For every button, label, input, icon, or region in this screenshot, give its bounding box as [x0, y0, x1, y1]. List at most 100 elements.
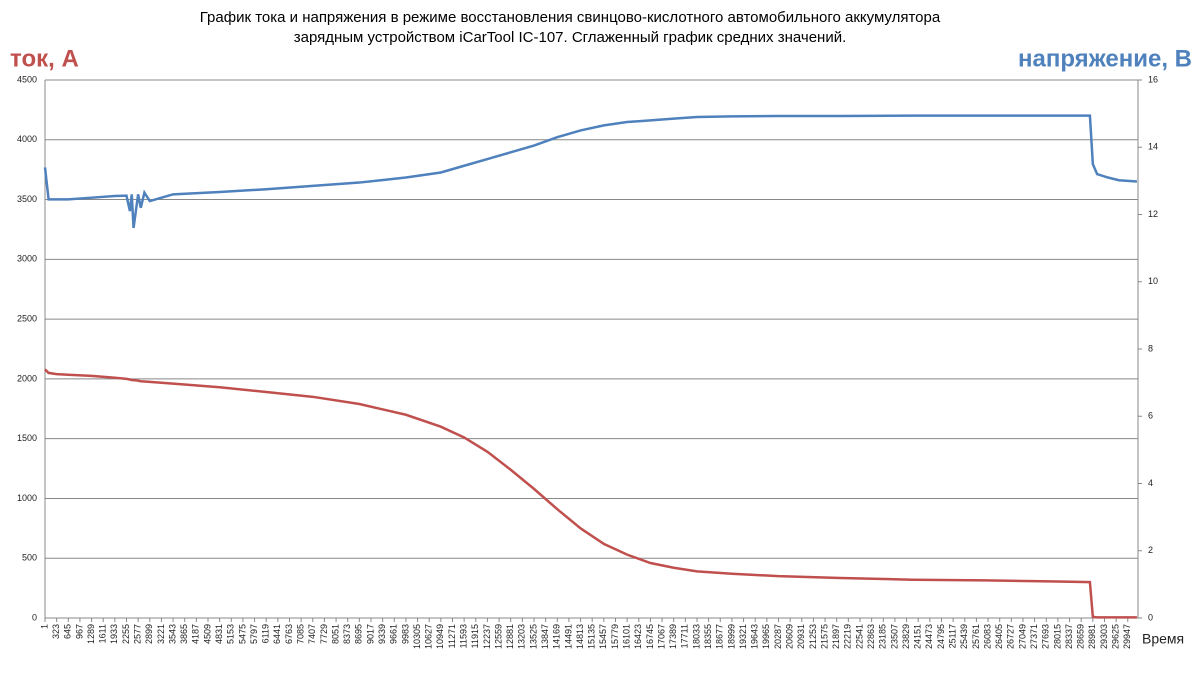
chart-title: зарядным устройством iCarTool IC-107. Сг… [294, 29, 847, 46]
x-tick-label: 26405 [994, 624, 1004, 649]
x-tick-label: 22219 [843, 624, 853, 649]
y2-tick-label: 2 [1148, 545, 1153, 555]
x-tick-label: 25117 [948, 624, 958, 648]
x-tick-label: 967 [74, 624, 84, 639]
x-tick-label: 323 [51, 624, 61, 639]
x-tick-label: 10949 [435, 624, 445, 649]
y-tick-label: 3500 [17, 194, 37, 204]
x-tick-label: 8373 [342, 624, 352, 644]
x-tick-label: 10305 [412, 624, 422, 649]
x-tick-label: 8051 [330, 624, 340, 644]
x-tick-label: 21253 [808, 624, 818, 649]
y-tick-label: 2500 [17, 313, 37, 323]
x-tick-label: 2255 [121, 624, 131, 644]
x-tick-label: 13203 [517, 624, 527, 649]
x-tick-label: 10627 [424, 624, 434, 649]
x-tick-label: 22541 [854, 624, 864, 649]
x-tick-label: 14813 [575, 624, 585, 649]
x-axis-title: Время [1142, 631, 1184, 647]
x-tick-label: 14169 [552, 624, 562, 649]
x-tick-label: 17711 [680, 624, 690, 648]
y2-tick-label: 8 [1148, 343, 1153, 353]
x-tick-label: 20609 [785, 624, 795, 649]
x-tick-label: 17067 [656, 624, 666, 649]
x-tick-label: 22863 [866, 624, 876, 649]
x-tick-label: 4187 [191, 624, 201, 644]
x-tick-label: 23829 [901, 624, 911, 649]
x-tick-label: 7407 [307, 624, 317, 644]
x-tick-label: 19643 [750, 624, 760, 649]
x-tick-label: 27371 [1029, 624, 1039, 649]
x-tick-label: 9983 [400, 624, 410, 644]
x-tick-label: 8695 [354, 624, 364, 644]
x-tick-label: 18033 [691, 624, 701, 649]
x-tick-label: 6441 [272, 624, 282, 644]
y2-tick-label: 14 [1148, 142, 1158, 152]
y2-tick-label: 10 [1148, 276, 1158, 286]
x-tick-label: 6119 [261, 624, 271, 643]
y-tick-label: 4500 [17, 74, 37, 84]
y2-tick-label: 0 [1148, 612, 1153, 622]
x-tick-label: 11271 [447, 624, 457, 648]
x-tick-label: 13847 [540, 624, 550, 649]
x-tick-label: 4831 [214, 624, 224, 644]
x-tick-label: 12559 [493, 624, 503, 649]
x-tick-label: 9339 [377, 624, 387, 644]
x-tick-label: 23185 [878, 624, 888, 649]
x-tick-label: 28981 [1087, 624, 1097, 649]
x-tick-label: 7729 [319, 624, 329, 644]
y-tick-label: 3000 [17, 254, 37, 264]
y2-tick-label: 6 [1148, 411, 1153, 421]
y-axis-title: ток, А [10, 45, 79, 72]
x-tick-label: 26083 [982, 624, 992, 649]
x-tick-label: 11915 [470, 624, 480, 648]
y2-tick-label: 12 [1148, 209, 1158, 219]
x-tick-label: 18355 [703, 624, 713, 649]
x-tick-label: 19965 [761, 624, 771, 649]
x-tick-label: 19321 [738, 624, 748, 649]
x-tick-label: 28659 [1076, 624, 1086, 649]
x-tick-label: 1 [39, 624, 49, 629]
series-line [43, 114, 1138, 229]
x-tick-label: 29625 [1110, 624, 1120, 649]
x-tick-label: 3221 [156, 624, 166, 644]
series-line [44, 368, 1137, 619]
x-tick-label: 26727 [1006, 624, 1016, 649]
x-tick-label: 20287 [773, 624, 783, 649]
y2-tick-label: 16 [1148, 74, 1158, 84]
x-tick-label: 1289 [86, 624, 96, 644]
x-tick-label: 4509 [202, 624, 212, 644]
x-tick-label: 2577 [133, 624, 143, 644]
x-tick-label: 13525 [528, 624, 538, 649]
x-tick-label: 16423 [633, 624, 643, 649]
x-tick-label: 20931 [796, 624, 806, 649]
x-tick-label: 11593 [459, 624, 469, 648]
y-tick-label: 2000 [17, 373, 37, 383]
x-tick-label: 15135 [587, 624, 597, 649]
x-tick-label: 16101 [622, 624, 632, 649]
x-tick-label: 27049 [1017, 624, 1027, 649]
x-tick-label: 5153 [226, 624, 236, 644]
y-tick-label: 4000 [17, 134, 37, 144]
y-tick-label: 1500 [17, 433, 37, 443]
x-tick-label: 7085 [296, 624, 306, 644]
x-tick-label: 21575 [819, 624, 829, 649]
x-tick-label: 25761 [971, 624, 981, 649]
x-tick-label: 15779 [610, 624, 620, 649]
x-tick-label: 1611 [98, 624, 108, 643]
x-tick-label: 24795 [936, 624, 946, 649]
y-tick-label: 0 [32, 612, 37, 622]
x-tick-label: 18999 [726, 624, 736, 649]
x-tick-label: 25439 [959, 624, 969, 649]
x-tick-label: 16745 [645, 624, 655, 649]
x-tick-label: 29947 [1122, 624, 1132, 649]
x-tick-label: 28015 [1052, 624, 1062, 649]
x-tick-label: 18677 [715, 624, 725, 649]
x-tick-label: 12237 [482, 624, 492, 649]
y-tick-label: 500 [22, 553, 37, 563]
x-tick-label: 23507 [889, 624, 899, 649]
x-tick-label: 5797 [249, 624, 259, 644]
x-tick-label: 24473 [924, 624, 934, 649]
x-tick-label: 21897 [831, 624, 841, 649]
